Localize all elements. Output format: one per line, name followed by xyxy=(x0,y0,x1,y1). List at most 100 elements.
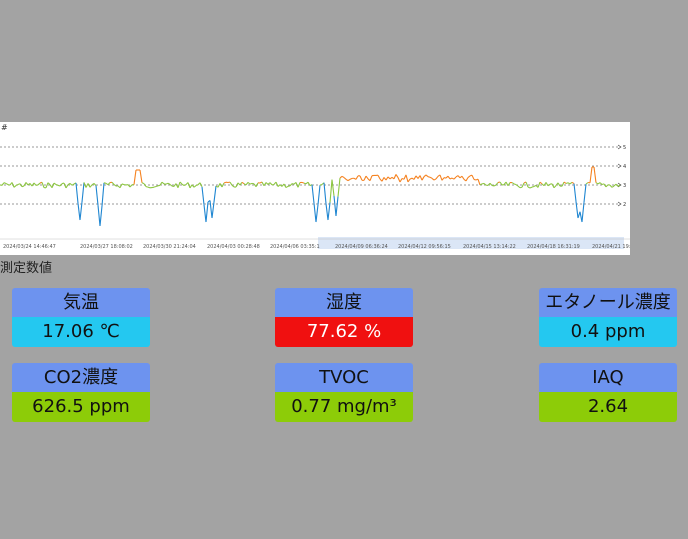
iaq-trace-segment xyxy=(395,174,399,178)
iaq-trace-segment xyxy=(45,182,49,189)
x-tick-label: 2024/04/06 03:35:1 xyxy=(270,244,320,250)
iaq-trace-segment xyxy=(259,181,263,184)
iaq-trace-segment xyxy=(201,186,205,205)
iaq-trace-segment xyxy=(235,182,239,188)
iaq-trace-segment xyxy=(157,184,161,187)
iaq-trace-segment xyxy=(349,177,353,180)
gridline-arrow xyxy=(617,201,622,207)
iaq-trace-segment xyxy=(515,184,519,187)
iaq-trace-segment xyxy=(67,182,71,186)
iaq-trace-segment xyxy=(345,178,349,182)
iaq-trace-segment xyxy=(593,166,597,183)
iaq-trace-segment xyxy=(561,181,565,187)
iaq-trace-segment xyxy=(499,181,503,186)
iaq-trace-segment xyxy=(533,184,537,187)
iaq-trace-segment xyxy=(493,184,497,187)
iaq-trace-segment xyxy=(329,179,333,203)
iaq-trace-segment xyxy=(441,177,445,181)
iaq-trace-segment xyxy=(447,175,451,180)
iaq-trace-segment xyxy=(489,182,493,186)
iaq-trace-segment xyxy=(521,182,525,188)
card-iaq-label: IAQ xyxy=(539,363,677,392)
iaq-trace-segment xyxy=(89,184,93,188)
iaq-trace-segment xyxy=(563,181,567,184)
iaq-trace-segment xyxy=(389,176,393,180)
iaq-trace-segment xyxy=(263,182,267,187)
iaq-trace-segment xyxy=(159,181,163,186)
iaq-trace-segment xyxy=(581,202,585,223)
iaq-trace-segment xyxy=(167,182,171,185)
iaq-trace-segment xyxy=(183,184,187,187)
iaq-trace-segment xyxy=(241,181,245,185)
iaq-trace-segment xyxy=(85,183,89,188)
iaq-trace-segment xyxy=(339,175,343,179)
iaq-trace-segment xyxy=(17,183,21,185)
iaq-trace-segment xyxy=(341,175,345,178)
iaq-trace-segment xyxy=(451,177,455,180)
iaq-trace-segment xyxy=(483,183,487,186)
iaq-trace-segment xyxy=(419,175,423,181)
iaq-trace-segment xyxy=(217,183,221,188)
iaq-trace-segment xyxy=(363,175,367,181)
iaq-trace-segment xyxy=(93,183,97,186)
iaq-trace-segment xyxy=(429,176,433,179)
iaq-trace-segment xyxy=(387,176,391,180)
iaq-trace-segment xyxy=(423,174,427,178)
iaq-trace-segment xyxy=(75,182,79,204)
iaq-trace-segment xyxy=(103,182,107,184)
iaq-trace-segment xyxy=(161,181,165,185)
iaq-trace-segment xyxy=(255,182,259,187)
card-temperature: 気温 17.06 ℃ xyxy=(12,288,150,347)
iaq-trace-segment xyxy=(469,174,473,177)
iaq-trace-segment xyxy=(1,182,5,186)
iaq-trace-segment xyxy=(231,184,235,188)
iaq-trace-segment xyxy=(519,186,523,189)
iaq-trace-segment xyxy=(91,182,95,186)
iaq-trace-segment xyxy=(617,184,621,187)
iaq-trace-segment xyxy=(295,182,299,188)
iaq-trace-segment xyxy=(407,178,411,183)
iaq-trace-segment xyxy=(83,182,87,188)
iaq-trace-segment xyxy=(105,182,109,186)
iaq-trace-segment xyxy=(477,178,481,186)
section-title: 測定数値 xyxy=(0,261,53,276)
iaq-trace-segment xyxy=(203,204,207,223)
iaq-trace-segment xyxy=(525,181,529,188)
x-tick-label: 2024/03/27 18:08:02 xyxy=(80,244,133,250)
iaq-trace-segment xyxy=(121,183,125,186)
iaq-trace-segment xyxy=(557,182,561,187)
iaq-trace-segment xyxy=(31,182,35,187)
iaq-trace-segment xyxy=(111,181,115,185)
iaq-trace-segment xyxy=(77,203,81,221)
iaq-trace-segment xyxy=(527,186,531,189)
iaq-trace-segment xyxy=(589,166,593,183)
iaq-trace-segment xyxy=(319,184,323,186)
iaq-trace-segment xyxy=(283,183,287,188)
iaq-trace-segment xyxy=(277,184,281,187)
iaq-trace-segment xyxy=(187,182,191,189)
iaq-trace-segment xyxy=(153,185,157,188)
card-temperature-value: 17.06 ℃ xyxy=(12,317,150,347)
x-tick-label: 2024/04/03 00:28:48 xyxy=(207,244,260,250)
iaq-trace-segment xyxy=(317,185,321,205)
card-humidity: 湿度 77.62 % xyxy=(275,288,413,347)
iaq-trace-segment xyxy=(569,181,573,185)
iaq-trace-segment xyxy=(221,182,225,188)
iaq-trace-segment xyxy=(229,181,233,186)
card-humidity-label: 湿度 xyxy=(275,288,413,317)
iaq-trace-segment xyxy=(33,182,37,186)
x-tick-label: 2024/04/15 13:14:22 xyxy=(463,244,516,250)
iaq-trace-segment xyxy=(211,202,215,219)
iaq-trace-segment xyxy=(513,183,517,186)
iaq-trace-segment xyxy=(517,185,521,189)
iaq-trace-segment xyxy=(331,179,335,197)
iaq-trace-segment xyxy=(449,177,453,180)
iaq-trace-segment xyxy=(267,182,271,185)
iaq-trace-segment xyxy=(467,175,471,178)
y-tick-label: 4 xyxy=(623,164,626,170)
iaq-trace-segment xyxy=(13,185,17,188)
iaq-trace-segment xyxy=(81,182,85,203)
iaq-trace-segment xyxy=(247,181,251,185)
card-ethanol: エタノール濃度 0.4 ppm xyxy=(539,288,677,347)
gridline-arrow xyxy=(617,163,622,169)
